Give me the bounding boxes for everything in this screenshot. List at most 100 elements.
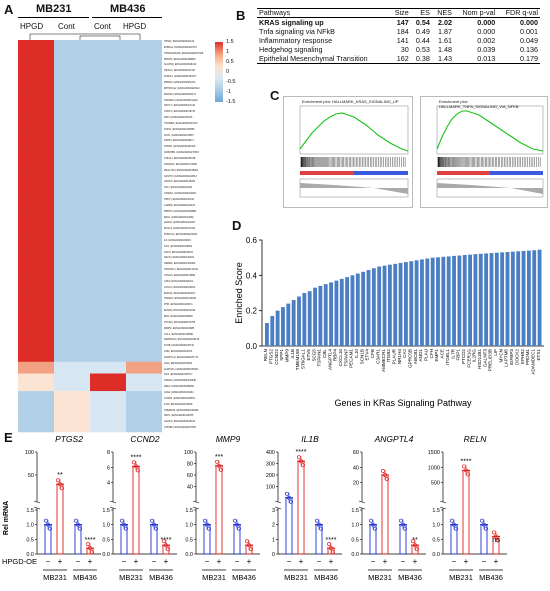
heatmap-cell [126,80,162,88]
gsea-table-cell: Hedgehog signaling [259,45,323,54]
heatmap-cell [54,303,90,310]
heatmap-cell [126,98,162,105]
heatmap-cell [18,285,54,292]
heatmap-cell [54,408,90,415]
heatmap-cell [90,215,126,222]
data-point [58,482,62,487]
heatmap-cell [54,309,90,316]
cellline-label: MB436 [479,573,503,582]
heatmap-cell [54,75,90,82]
mb436-underline [92,17,162,18]
data-point [496,538,500,543]
heatmap-cell [90,420,126,427]
gsea-table-cell: 0.44 [415,36,430,45]
heatmap-cell [90,338,126,345]
significance-mb436: **** [326,537,337,544]
heatmap-cell [54,420,90,427]
heatmap-cell [126,40,162,47]
oe-sign: + [494,557,499,566]
heatmap-row-label: ENCN1 | ENSG00000100017 [164,291,196,295]
heatmap-cell [90,367,126,374]
heatmap-row-label: TSXIDBA | ENSG00000203312 [164,121,198,125]
heatmap-cell [54,45,90,53]
x-tick-label: ETS1 [536,349,541,361]
bar [345,277,350,346]
x-tick-label: RELN [263,349,268,361]
th-es: ES [410,8,432,18]
heatmap-cell [126,408,162,415]
heatmap-cell [54,192,90,199]
heatmap-cell [126,151,162,158]
heatmap-cell [90,145,126,152]
bar [281,307,285,346]
heatmap-cell [126,63,162,70]
x-tick-label: TSPAN7 [343,349,348,367]
y-tick-label: 50 [28,473,34,479]
y-tick-label: 0.2 [246,307,258,316]
heatmap-cell [54,168,90,175]
x-tick-label: IL1B [290,349,295,358]
data-point [162,539,166,544]
heatmap-cell [54,233,90,240]
heatmap-cell [126,379,162,386]
heatmap-cell [54,326,90,333]
x-tick-label: FBP1 [456,349,461,361]
bar [286,303,291,346]
y-tick-label: 40 [353,465,359,471]
cellline-label: MB436 [232,573,256,582]
y-axis-label: Rel mRNA [3,501,10,535]
x-tick-label: ITGB2 [386,349,391,363]
significance-mb436: ns [492,537,500,544]
heatmap-cell [18,379,54,386]
x-tick-label: CFB [370,349,375,358]
cellline-label: MB231 [43,573,67,582]
heatmap-cell [54,285,90,292]
oe-sign: + [464,557,469,566]
heatmap-row-label: FOSB | ENSG00000125740 [164,344,194,348]
heatmap-cell [18,297,54,304]
bar [505,252,510,346]
bar [398,262,403,346]
data-point [136,468,140,473]
significance-mb231: **** [131,454,142,461]
bar [318,285,323,346]
heatmap-cell [90,40,126,47]
heatmap-row-label: CPE | ENSG00000109472 [164,350,193,354]
x-tick-label: RBP4 [333,349,338,361]
heatmap-cell [18,396,54,404]
data-point [480,518,484,523]
gsea-table-cell: 0.000 [477,27,496,36]
heatmap-cell [126,355,162,363]
gsea-table-cell: 30 [400,45,409,54]
y-axis-label: Enriched Score [234,262,244,324]
ranked-metric-area [437,183,543,194]
th-fdr-qval: FDR q-val [497,8,540,18]
heatmap-cell [126,326,162,333]
y-tick-label: 100 [184,450,193,456]
heatmap-cell [90,92,126,99]
heatmap-row-label: PRMT6 | ENSG00000198890 [164,57,196,61]
heatmap-cell [18,203,54,210]
data-point [415,547,419,552]
data-point [88,546,92,551]
gsea-table-cell: 0.53 [415,45,430,54]
oe-sign: − [287,557,292,566]
heatmap-cell [18,402,54,409]
axis-break [192,500,200,504]
gsea-table-cell: 1.43 [431,54,454,64]
significance-mb231: **** [461,458,472,465]
significance-mb231: *** [215,454,223,461]
axis-break [33,506,41,510]
heatmap-cell [54,209,90,216]
heatmap-cell [126,180,162,187]
heatmap-cell [54,426,90,433]
x-tick-label: LAPTM5 [504,349,509,367]
heatmap-cell [18,40,54,47]
bar [381,474,389,555]
bar [361,271,366,346]
data-point [462,464,466,469]
axis-break [274,500,282,504]
heatmap-col-hpgd-1: HPGD [20,22,44,31]
data-point [60,486,64,491]
cellline-label: MB436 [73,573,97,582]
